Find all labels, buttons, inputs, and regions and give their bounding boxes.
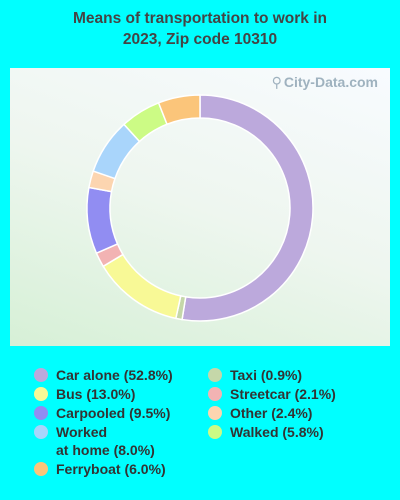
watermark: ⚲ City-Data.com (272, 74, 378, 91)
donut-slice-bus[interactable] (102, 253, 182, 320)
plot-area: ⚲ City-Data.com (10, 68, 390, 346)
legend-item: Car alone (52.8%) (34, 366, 173, 384)
chart-title: Means of transportation to work in 2023,… (0, 8, 400, 50)
legend-swatch (208, 406, 222, 420)
legend-swatch (34, 425, 48, 439)
legend-swatch (208, 368, 222, 382)
legend-label: Carpooled (9.5%) (56, 405, 171, 421)
legend-label: Bus (13.0%) (56, 386, 136, 402)
legend-swatch (208, 425, 222, 439)
legend-swatch (34, 368, 48, 382)
legend-item: Streetcar (2.1%) (208, 385, 336, 403)
legend-swatch (208, 387, 222, 401)
legend-label: Taxi (0.9%) (230, 367, 303, 383)
legend-item: Ferryboat (6.0%) (34, 460, 166, 478)
legend-label: Streetcar (2.1%) (230, 386, 336, 402)
legend-label: Car alone (52.8%) (56, 367, 173, 383)
donut-slice-ferryboat[interactable] (157, 94, 201, 126)
legend-swatch (34, 462, 48, 476)
legend-item: Worked at home (8.0%) (34, 423, 155, 459)
legend-swatch (34, 387, 48, 401)
legend-label: Other (2.4%) (230, 405, 313, 421)
chart-title-line2: 2023, Zip code 10310 (122, 31, 278, 48)
legend-item: Taxi (0.9%) (208, 366, 302, 384)
legend-label: Walked (5.8%) (230, 424, 324, 440)
donut-chart (86, 94, 314, 322)
donut-slice-carpooled[interactable] (86, 186, 119, 255)
legend-item: Other (2.4%) (208, 404, 312, 422)
donut-slice-car-alone[interactable] (181, 94, 314, 322)
magnifier-icon: ⚲ (271, 74, 282, 90)
legend-item: Bus (13.0%) (34, 385, 135, 403)
legend-item: Carpooled (9.5%) (34, 404, 170, 422)
legend-item: Walked (5.8%) (208, 423, 324, 441)
legend-swatch (34, 406, 48, 420)
legend-label: Worked at home (8.0%) (56, 424, 155, 458)
chart-title-line1: Means of transportation to work in (72, 10, 328, 27)
watermark-text: City-Data.com (283, 74, 378, 90)
legend-label: Ferryboat (6.0%) (56, 461, 166, 477)
